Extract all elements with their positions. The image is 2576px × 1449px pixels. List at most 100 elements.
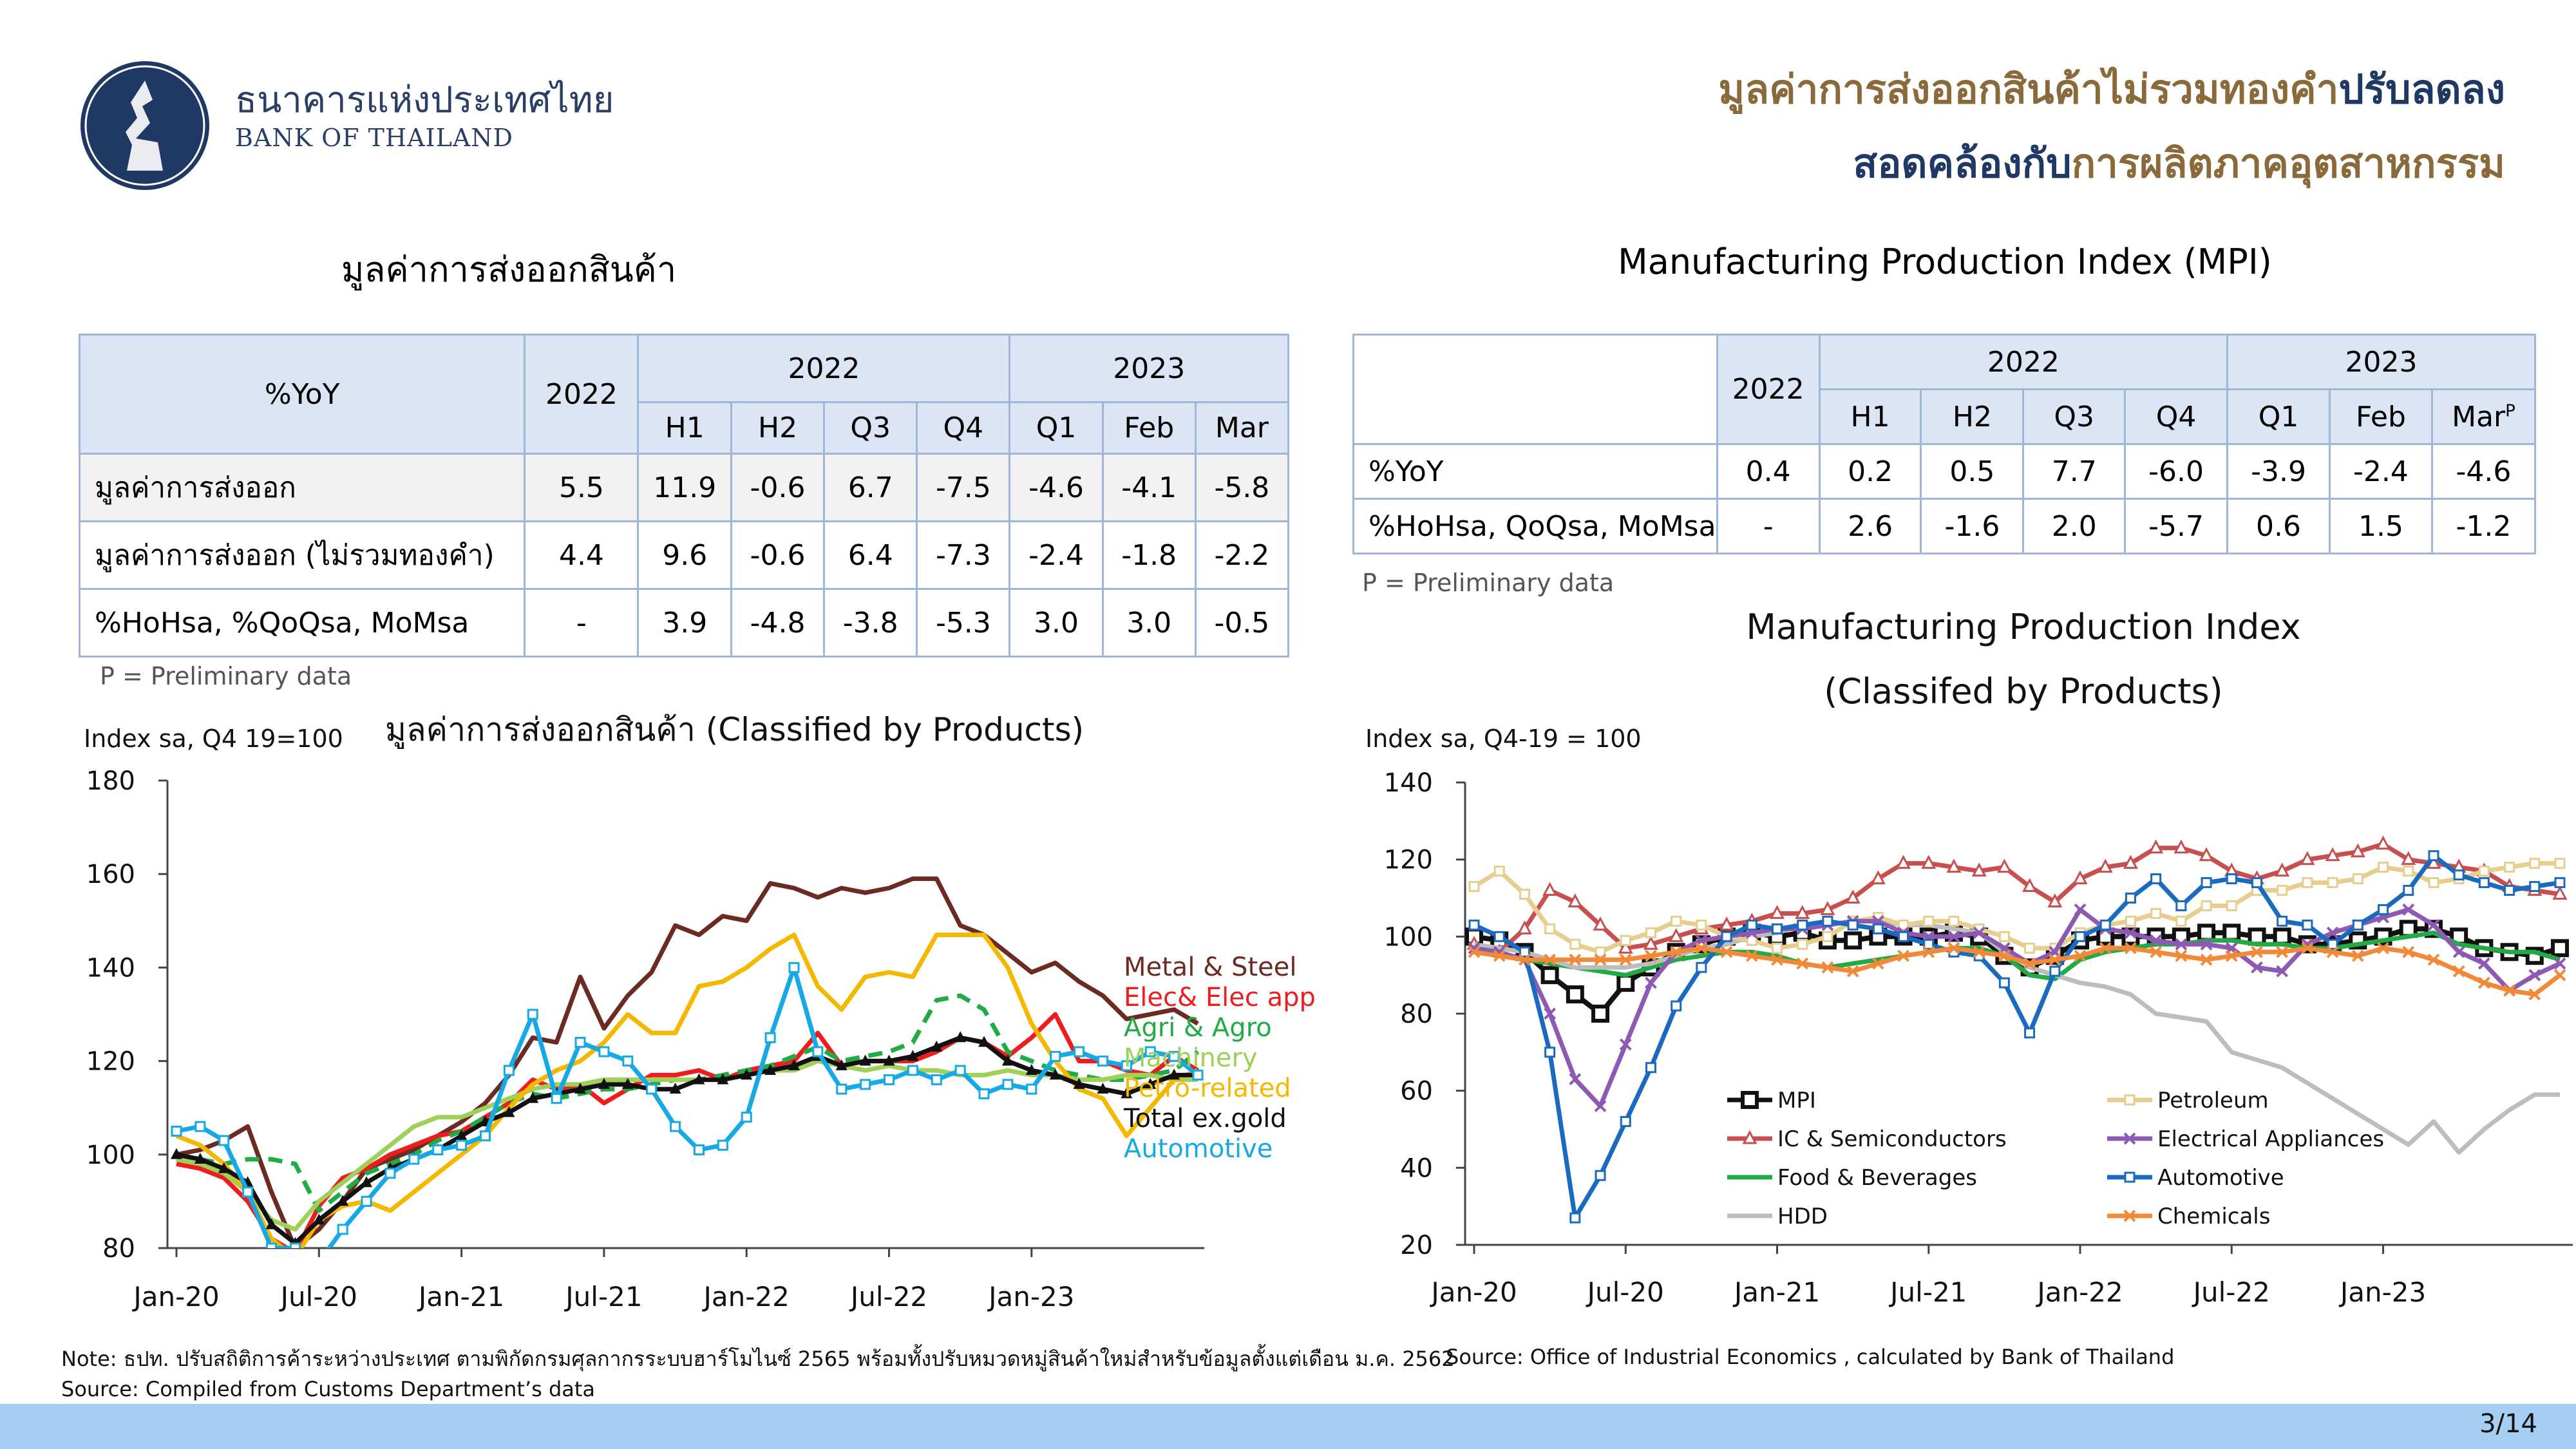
data-point: [1746, 919, 1757, 931]
data-point: [1947, 930, 1960, 943]
data-point: [2477, 976, 2490, 989]
data-point: [1669, 928, 1684, 942]
data-point: [2352, 873, 2363, 885]
series-agri-agro: [176, 993, 1200, 1213]
data-point: [1996, 858, 2012, 873]
chart-title: Manufacturing Production Index: [1746, 607, 2300, 647]
left-table-title: มูลค่าการส่งออกสินค้า: [341, 249, 677, 290]
data-point: [693, 1073, 705, 1084]
data-point: [2327, 938, 2338, 950]
data-point: [1795, 905, 1810, 919]
data-point: [859, 1054, 871, 1066]
y-tick-label: 100: [1384, 922, 1433, 952]
table-row: มูลค่าการส่งออก 5.5 11.9 -0.6 6.7 -7.5 -…: [78, 453, 1290, 522]
data-point: [551, 1093, 562, 1104]
data-point: [1001, 1054, 1014, 1066]
y-tick-label: 20: [1400, 1231, 1433, 1260]
table-cell: 2.6: [1818, 498, 1922, 554]
data-point: [1872, 923, 1884, 934]
data-point: [361, 1176, 373, 1188]
series-line-total-ex-gold: [176, 1035, 1198, 1246]
data-point: [1847, 919, 1859, 931]
data-point: [2125, 926, 2137, 939]
data-point: [1822, 915, 1833, 927]
x-tick-label: Jul-22: [849, 1281, 927, 1312]
table-cell: 3.9: [637, 588, 732, 658]
data-point: [1671, 1000, 1682, 1012]
data-point: [2504, 862, 2515, 873]
data-point: [2024, 1027, 2036, 1039]
data-point: [2300, 851, 2315, 866]
legend-item-electrical-appliances: Electrical Appliances: [2107, 1126, 2384, 1152]
table-cell: -1.6: [1920, 498, 2025, 554]
table-cell: 0.2: [1818, 443, 1922, 500]
legend-item-agri-agro: Agri & Agro: [1124, 1013, 1272, 1043]
data-point: [670, 1121, 681, 1132]
table-cell: -1.8: [1101, 520, 1197, 590]
data-point: [1144, 1077, 1157, 1089]
table-cell: -2.4: [2329, 443, 2433, 500]
legend-label: Electrical Appliances: [2157, 1126, 2384, 1152]
data-point: [1542, 882, 1558, 896]
data-point: [1591, 1005, 1610, 1023]
data-point: [2072, 870, 2088, 885]
title-part-3: สอดคล้องกับ: [1853, 140, 2072, 187]
data-point: [2175, 900, 2187, 911]
data-point: [2402, 945, 2415, 958]
data-point: [384, 1168, 396, 1179]
data-point: [2251, 945, 2263, 958]
legend-item-metal-steel: Metal & Steel: [1124, 952, 1296, 982]
legend-label: Automotive: [2157, 1165, 2284, 1191]
data-point: [1519, 953, 1531, 966]
data-point: [1620, 934, 1631, 946]
data-point: [1844, 931, 1862, 950]
legend-marker: [2124, 1094, 2136, 1106]
data-point: [2302, 919, 2313, 931]
data-point: [1121, 1087, 1133, 1099]
data-point: [218, 1135, 230, 1146]
data-point: [2098, 858, 2113, 873]
data-point: [1720, 945, 1733, 958]
data-point: [2125, 893, 2136, 904]
table-cell: 0.6: [2226, 498, 2331, 554]
data-point: [2552, 886, 2568, 900]
x-tick-label: Jan-21: [1732, 1276, 1820, 1308]
data-point: [1619, 1038, 1632, 1051]
page-number: 3/14: [2479, 1409, 2537, 1439]
y-tick-label: 100: [86, 1141, 135, 1170]
data-point: [1594, 1100, 1607, 1113]
data-point: [2150, 873, 2162, 885]
data-point: [1696, 961, 1707, 973]
data-point: [2200, 953, 2213, 966]
data-point: [1745, 949, 1758, 962]
table-cell: -4.8: [730, 588, 826, 658]
data-point: [1797, 938, 1808, 950]
table-cell: -5.3: [916, 588, 1011, 658]
data-point: [2150, 945, 2163, 958]
series-line-food-beverages: [1473, 930, 2561, 981]
legend-label: MPI: [1777, 1088, 1816, 1113]
data-point: [2024, 942, 2036, 954]
export-table: %YoY 2022 2022 2023 H1 H2 Q3 Q4 Q1 Feb M…: [78, 334, 1290, 658]
legend-item-petro-related: Petro-related: [1124, 1074, 1291, 1103]
data-point: [2378, 904, 2389, 915]
legend-item-mpi: MPI: [1727, 1088, 1816, 1113]
data-point: [1971, 862, 1987, 877]
data-point: [1822, 931, 1833, 942]
data-point: [1671, 915, 1682, 927]
data-point: [2452, 945, 2465, 958]
y-tick-label: 120: [86, 1047, 135, 1077]
data-point: [1620, 1116, 1631, 1128]
data-point: [1645, 927, 1656, 938]
source-left: Source: Compiled from Customs Department…: [61, 1377, 596, 1401]
data-point: [2222, 923, 2241, 942]
mpi-table-year-col: 2022: [1716, 334, 1821, 445]
table-cell: 7.7: [2022, 443, 2126, 500]
data-point: [2022, 878, 2038, 893]
legend-item-automotive: Automotive: [2107, 1165, 2284, 1191]
data-point: [1517, 920, 1532, 934]
data-point: [2376, 835, 2391, 850]
data-point: [1168, 1068, 1180, 1080]
data-point: [1696, 919, 1707, 931]
data-point: [884, 1074, 895, 1086]
